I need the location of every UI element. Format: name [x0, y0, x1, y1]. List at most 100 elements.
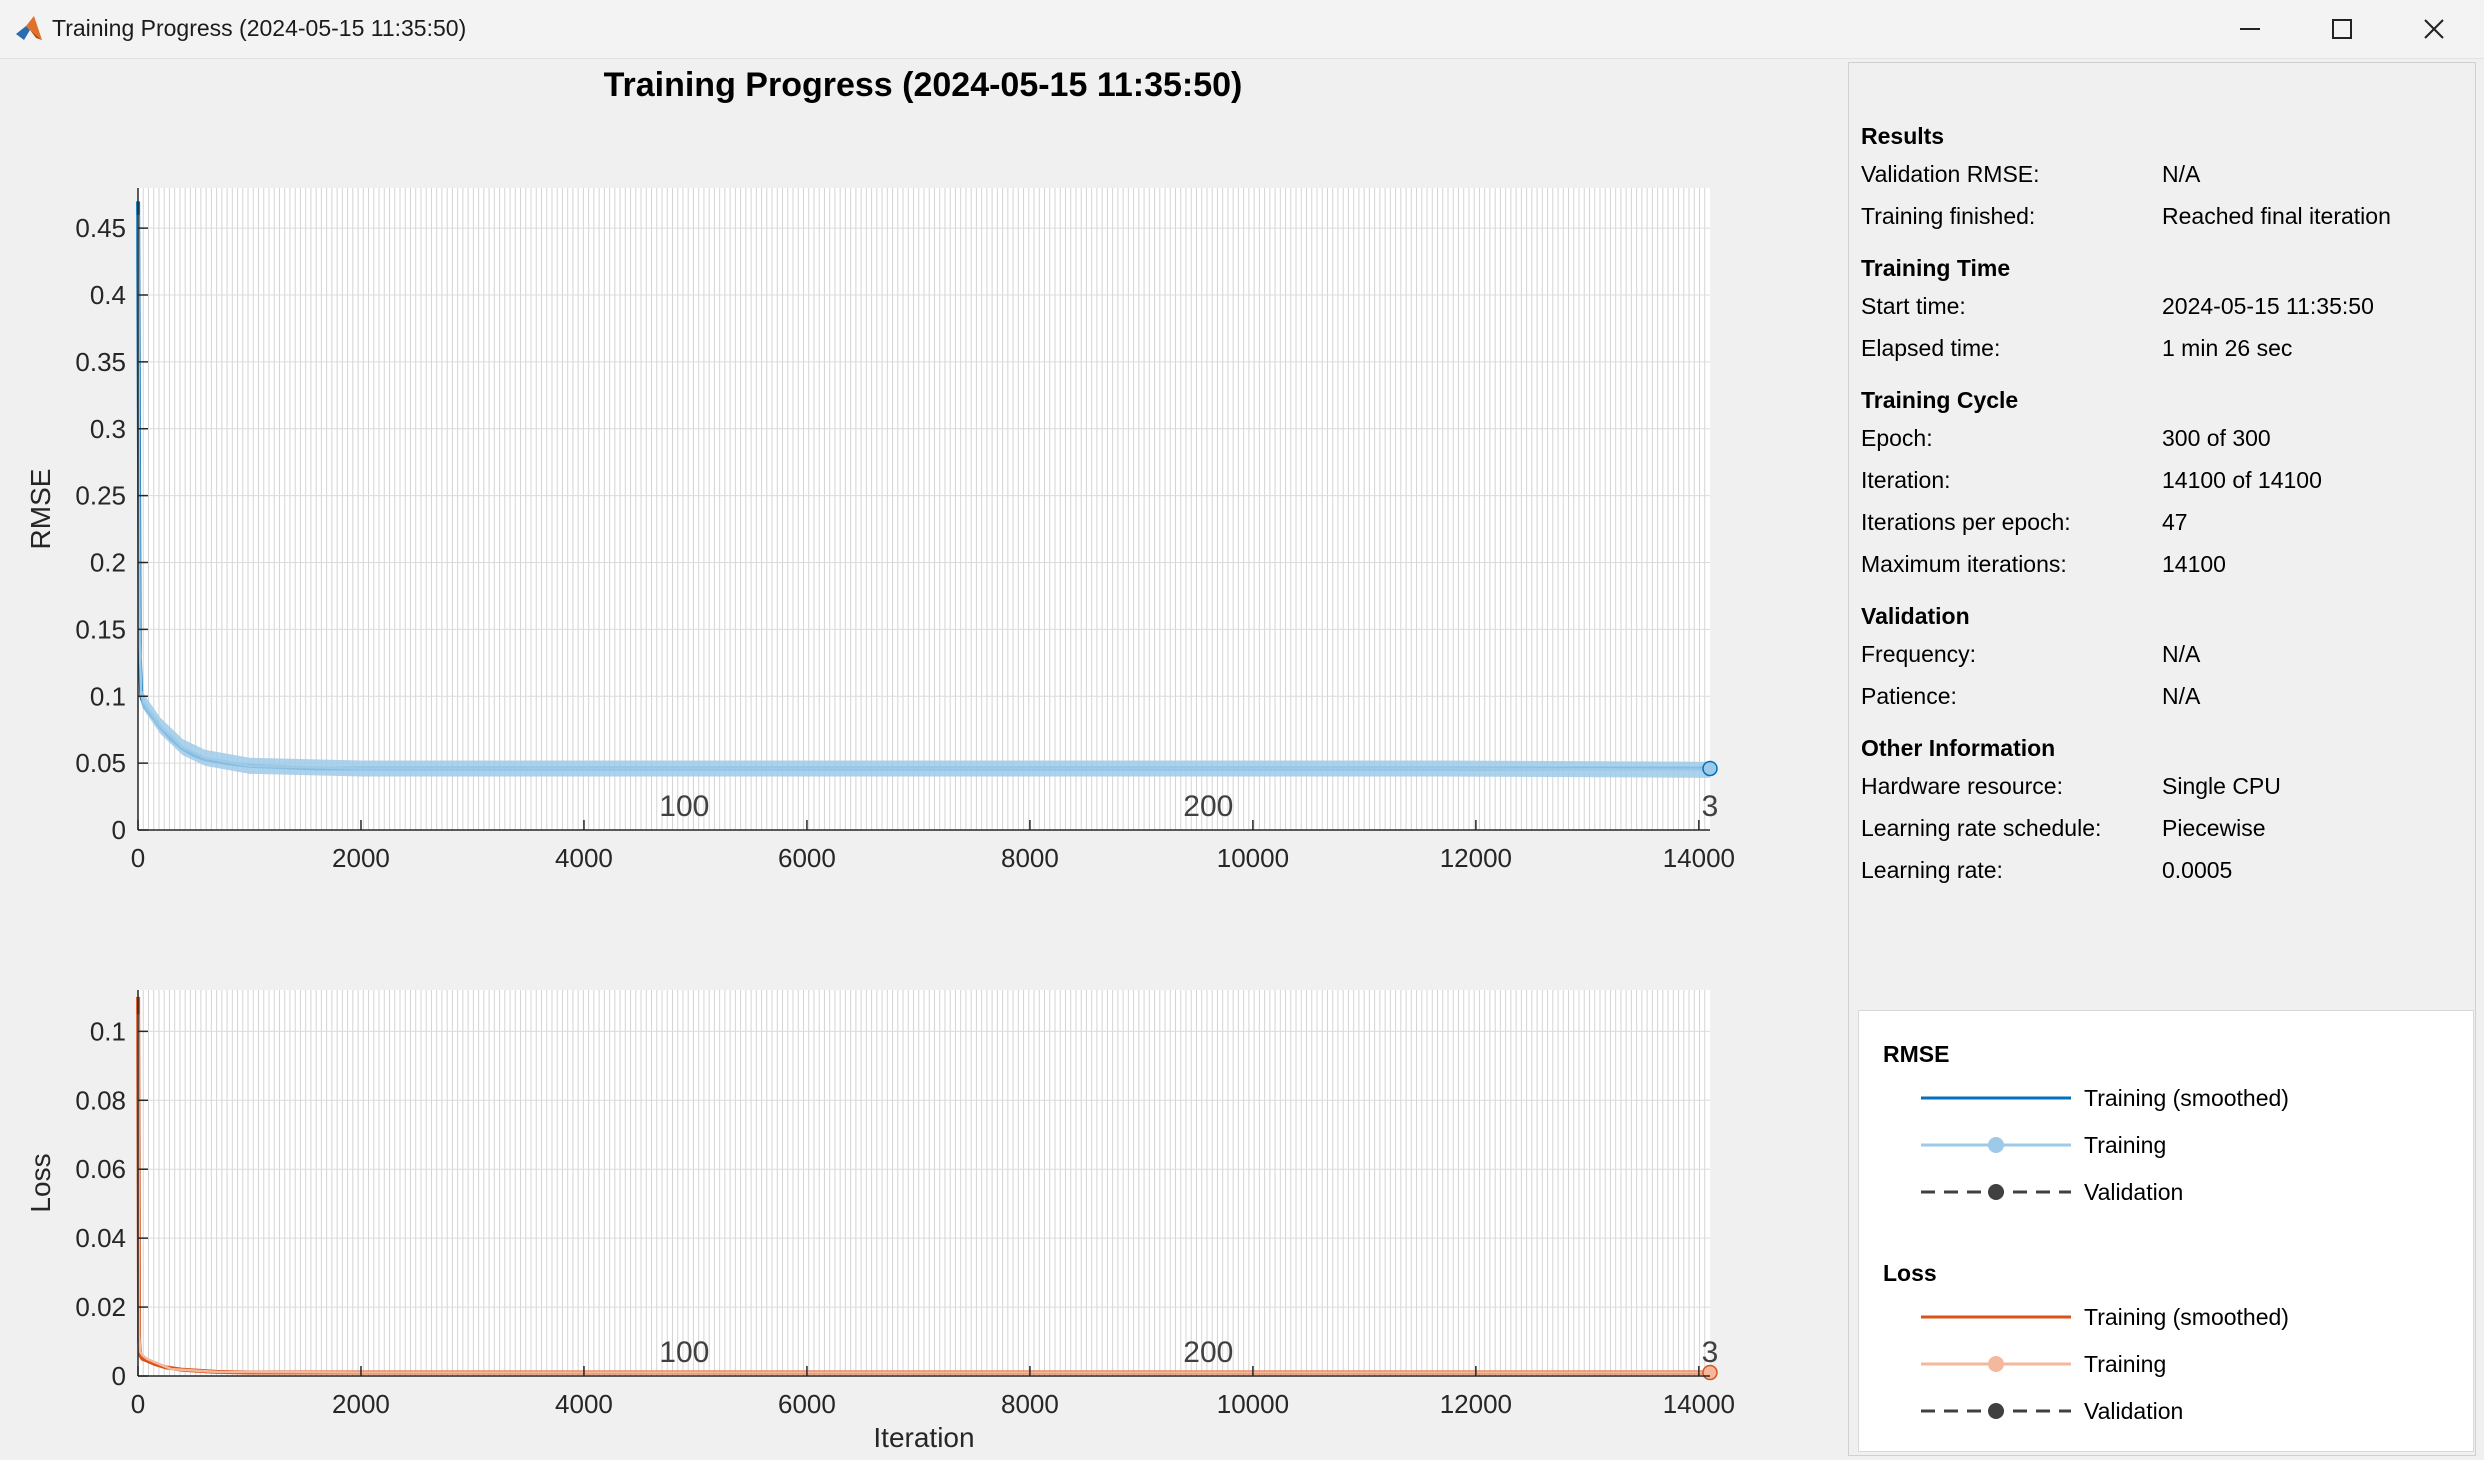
info-label: Patience:: [1861, 683, 1957, 709]
x-tick-label: 4000: [555, 1389, 613, 1419]
info-row: Learning rate schedule: Piecewise: [1861, 807, 2461, 849]
info-label: Validation RMSE:: [1861, 161, 2040, 187]
info-row: Hardware resource: Single CPU: [1861, 765, 2461, 807]
legend-group-title: RMSE: [1883, 1041, 1950, 1067]
info-row: Start time: 2024-05-15 11:35:50: [1861, 285, 2461, 327]
info-row: Training finished: Reached final iteratio…: [1861, 195, 2461, 237]
close-icon: [2424, 19, 2444, 39]
legend-label: Training: [2084, 1351, 2167, 1377]
y-tick-label: 0.06: [75, 1154, 126, 1184]
info-value: 47: [2162, 509, 2188, 535]
y-axis-label: Loss: [25, 1153, 56, 1212]
epoch-grid: [142, 990, 1706, 1376]
x-tick-label: 6000: [778, 1389, 836, 1419]
info-section-title: Validation: [1861, 603, 1970, 629]
legend-label: Training (smoothed): [2084, 1085, 2289, 1111]
info-value: 0.0005: [2162, 857, 2233, 883]
x-tick-label: 12000: [1440, 843, 1512, 873]
y-tick-label: 0.25: [75, 481, 126, 511]
epoch-label: 200: [1183, 1336, 1233, 1369]
maximize-button[interactable]: [2296, 0, 2388, 58]
x-tick-label: 0: [131, 843, 145, 873]
info-label: Elapsed time:: [1861, 335, 2001, 361]
info-section-title: Training Time: [1861, 255, 2011, 281]
rmse-chart: 100 200 3 0 2000 4000 6000 8000 10000 12000 14000 0…: [25, 188, 1735, 880]
legend-item: Training: [1919, 1349, 2439, 1379]
info-row: Frequency: N/A: [1861, 633, 2461, 675]
info-row: Iteration: 14100 of 14100: [1861, 459, 2461, 501]
info-label: Frequency:: [1861, 641, 1977, 667]
info-row: Validation RMSE: N/A: [1861, 153, 2461, 195]
series-line: [136, 214, 1711, 772]
legend-item: Training (smoothed): [1919, 1083, 2439, 1113]
info-section: Training Cycle Epoch: 300 of 300 Iteration:…: [1861, 383, 2461, 585]
title-bar: Training Progress (2024-05-15 11:35:50): [0, 0, 2484, 59]
info-table: Results Validation RMSE: N/A Training finis…: [1861, 119, 2461, 905]
x-tick-label: 4000: [555, 843, 613, 873]
legend-item: Training: [1919, 1130, 2439, 1160]
info-section: Other Information Hardware resource: Singl…: [1861, 731, 2461, 891]
x-axis-label: Iteration: [873, 876, 974, 880]
info-value: 2024-05-15 11:35:50: [2162, 293, 2374, 319]
info-label: Epoch:: [1861, 425, 1933, 451]
matlab-logo-icon: [16, 16, 42, 40]
info-value: 14100: [2162, 551, 2226, 577]
y-tick-label: 0: [112, 815, 126, 845]
x-tick-label: 10000: [1217, 843, 1289, 873]
info-value: 1 min 26 sec: [2162, 335, 2293, 361]
legend-item: Training (smoothed): [1919, 1302, 2439, 1332]
x-tick-label: 10000: [1217, 1389, 1289, 1419]
info-value: N/A: [2162, 683, 2201, 709]
info-value: N/A: [2162, 161, 2201, 187]
window-title: Training Progress (2024-05-15 11:35:50): [52, 15, 467, 41]
final-point-marker: [1702, 760, 1718, 777]
x-tick-label: 14000: [1663, 1389, 1735, 1419]
y-tick-label: 0.45: [75, 213, 126, 243]
y-tick-label: 0.15: [75, 614, 126, 644]
info-label: Training finished:: [1861, 203, 2036, 229]
legend-line-icon: [1921, 1315, 2071, 1319]
x-tick-label: 6000: [778, 843, 836, 873]
legend-item: Validation: [1919, 1396, 2439, 1426]
info-section-title: Training Cycle: [1861, 387, 2019, 413]
info-label: Iteration:: [1861, 467, 1951, 493]
minimize-icon: [2240, 28, 2260, 30]
close-button[interactable]: [2388, 0, 2480, 58]
minimize-button[interactable]: [2204, 0, 2296, 58]
loss-chart: 100 200 3 0 2000 4000 6000 8000 10000 12000 14000 0…: [25, 990, 1735, 1453]
y-tick-label: 0.05: [75, 748, 126, 778]
epoch-label: 3: [1702, 790, 1719, 823]
maximize-icon: [2332, 19, 2352, 39]
y-axis-label: RMSE: [25, 469, 56, 550]
info-section-title: Other Information: [1861, 735, 2056, 761]
figure-title: Training Progress (2024-05-15 11:35:50): [603, 66, 1243, 104]
info-section: Validation Frequency: N/A Patience: N/A: [1861, 599, 2461, 717]
legend-panel: RMSE Training (smoothed) Training Validatio…: [1858, 1010, 2474, 1452]
info-row: Maximum iterations: 14100: [1861, 543, 2461, 585]
info-value: N/A: [2162, 641, 2201, 667]
x-tick-label: 8000: [1001, 843, 1059, 873]
x-tick-label: 12000: [1440, 1389, 1512, 1419]
legend-line-icon: [1921, 1403, 2071, 1419]
y-tick-label: 0.3: [90, 414, 126, 444]
info-row: Iterations per epoch: 47: [1861, 501, 2461, 543]
y-tick-label: 0: [112, 1361, 126, 1391]
x-axis-label: Iteration: [873, 1422, 974, 1453]
y-tick-label: 0.4: [90, 280, 126, 310]
info-label: Learning rate:: [1861, 857, 2003, 883]
x-tick-label: 2000: [332, 843, 390, 873]
info-section: Training Time Start time: 2024-05-15 11:35…: [1861, 251, 2461, 369]
info-value: 14100 of 14100: [2162, 467, 2322, 493]
legend-label: Training: [2084, 1132, 2167, 1158]
y-tick-label: 0.1: [90, 1016, 126, 1046]
legend-line-icon: [1921, 1356, 2071, 1372]
epoch-label: 200: [1183, 790, 1233, 823]
legend-label: Validation: [2084, 1179, 2184, 1205]
info-value: 300 of 300: [2162, 425, 2271, 451]
legend-line-icon: [1921, 1096, 2071, 1100]
info-label: Maximum iterations:: [1861, 551, 2067, 577]
info-value: Reached final iteration: [2162, 203, 2391, 229]
x-tick-label: 14000: [1663, 843, 1735, 873]
final-point-marker: [1702, 1364, 1718, 1381]
info-row: Learning rate: 0.0005: [1861, 849, 2461, 891]
